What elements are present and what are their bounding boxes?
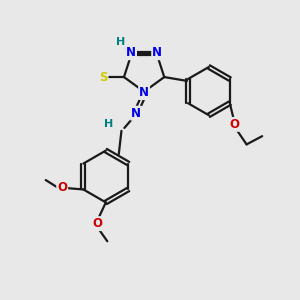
Text: H: H [116, 37, 125, 47]
Text: N: N [131, 107, 141, 120]
Text: N: N [139, 86, 149, 99]
Text: H: H [104, 119, 114, 129]
Text: O: O [93, 217, 103, 230]
Text: N: N [126, 46, 136, 59]
Text: O: O [229, 118, 239, 131]
Text: N: N [152, 46, 162, 59]
Text: O: O [57, 182, 67, 194]
Text: S: S [99, 70, 108, 84]
